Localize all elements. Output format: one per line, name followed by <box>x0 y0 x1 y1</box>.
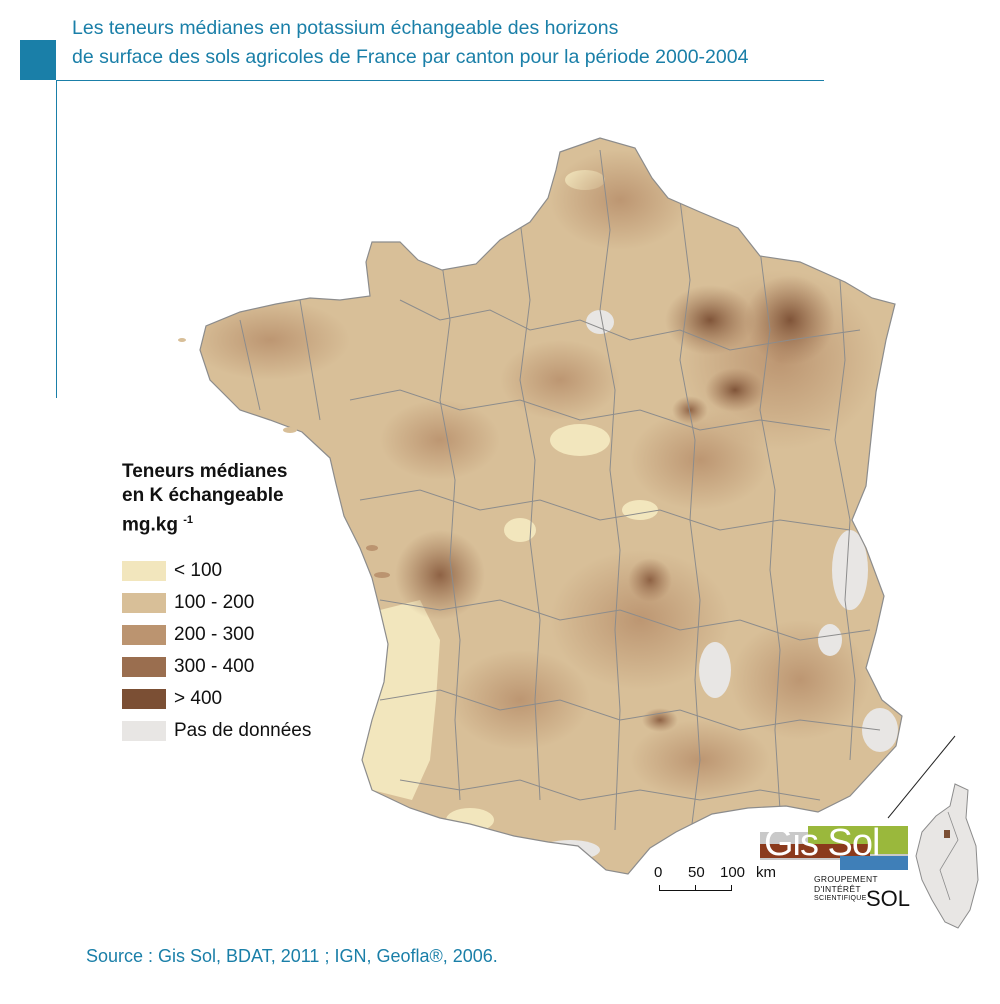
legend-item-100-200: 100 - 200 <box>122 587 311 619</box>
region-marne-high <box>705 368 765 412</box>
region-bourgogne-mid <box>630 410 770 510</box>
region-allier-high <box>628 558 672 602</box>
nodata-paris <box>586 310 614 334</box>
source-citation: Source : Gis Sol, BDAT, 2011 ; IGN, Geof… <box>86 946 498 966</box>
island-belle-ile <box>283 427 297 433</box>
title-line-2: de surface des sols agricoles de France … <box>72 46 749 68</box>
region-champagne-high <box>665 285 755 355</box>
scale-tick <box>695 885 696 891</box>
region-south-high <box>642 708 678 732</box>
side-rule <box>56 80 57 398</box>
legend-swatch <box>122 657 166 678</box>
legend-swatch <box>122 593 166 614</box>
scale-label-0: 0 <box>654 864 663 881</box>
legend-swatch <box>122 625 166 646</box>
nodata-cevennes <box>699 642 731 698</box>
corsica-boundary <box>939 811 959 901</box>
corsica-high-patch <box>944 830 950 838</box>
region-sw-mid <box>450 650 590 750</box>
region-landes-low <box>362 600 440 800</box>
region-poitou-high <box>395 530 485 620</box>
region-idf-mid <box>500 340 620 420</box>
gis-sol-logo: Gis Sol GROUPEMENT D'INTÉRÊT SCIENTIFIQU… <box>760 822 911 916</box>
island-ouessant <box>178 338 186 342</box>
island-re <box>374 572 390 578</box>
region-north-mid <box>550 150 690 250</box>
logo-brown-bar <box>760 844 870 858</box>
region-lorraine-high <box>745 275 835 365</box>
legend-label: > 400 <box>174 688 223 710</box>
region-massif-mid <box>550 550 730 690</box>
legend-items: < 100 100 - 200 200 - 300 300 - 400 > 40… <box>122 555 311 747</box>
scale-tick <box>659 885 660 891</box>
region-west-mid <box>380 400 500 480</box>
map-title: Les teneurs médianes en potassium échang… <box>72 14 748 72</box>
scale-tick <box>731 885 732 891</box>
logo-sol-small: SOL <box>866 886 911 911</box>
corsica-inset-line <box>887 735 956 819</box>
legend-item-lt100: < 100 <box>122 555 311 587</box>
region-alps-mid <box>730 620 870 740</box>
legend-swatch <box>122 689 166 710</box>
region-yonne-high <box>672 396 708 424</box>
region-bretagne-mid <box>200 300 350 380</box>
scale-label-100: 100 <box>720 864 746 881</box>
logo-sub-line-2: D'INTÉRÊT <box>814 884 861 894</box>
legend-label: < 100 <box>174 560 223 582</box>
legend-label: 100 - 200 <box>174 592 255 614</box>
legend-title: Teneurs médianes en K échangeable mg.kg … <box>122 460 311 537</box>
logo-sub-line-1: GROUPEMENT <box>814 874 878 884</box>
title-line-1: Les teneurs médianes en potassium échang… <box>72 17 619 39</box>
corsica-inset <box>915 783 979 929</box>
legend-label: Pas de données <box>174 720 312 742</box>
legend-item-200-300: 200 - 300 <box>122 619 311 651</box>
title-accent-block <box>20 40 56 80</box>
map-classes <box>200 150 898 860</box>
legend-label: 200 - 300 <box>174 624 255 646</box>
legend-title-line-1: Teneurs médianes <box>122 461 288 482</box>
nodata-alps-mid <box>818 624 842 656</box>
logo-sub-line-3: SCIENTIFIQUE <box>814 895 867 902</box>
legend-title-line-3: mg.kg -1 <box>122 508 311 537</box>
island-yeu <box>366 545 378 551</box>
legend: Teneurs médianes en K échangeable mg.kg … <box>122 460 311 747</box>
legend-item-gt400: > 400 <box>122 683 311 715</box>
logo-blue-bar <box>840 856 908 870</box>
legend-title-line-2: en K échangeable <box>122 485 284 506</box>
scale-unit: km <box>756 864 776 881</box>
legend-label: 300 - 400 <box>174 656 255 678</box>
legend-unit: mg.kg <box>122 514 178 536</box>
logo-wordmark: Gis Sol <box>764 822 880 864</box>
department-boundaries <box>239 149 881 841</box>
title-underline <box>56 80 824 81</box>
legend-swatch <box>122 561 166 582</box>
legend-item-no-data: Pas de données <box>122 715 311 747</box>
region-centre-low <box>550 424 610 456</box>
nodata-alps-north <box>832 530 868 610</box>
legend-item-300-400: 300 - 400 <box>122 651 311 683</box>
scale-label-50: 50 <box>688 864 705 881</box>
region-low-3 <box>622 500 658 520</box>
legend-swatch <box>122 721 166 742</box>
legend-unit-exponent: -1 <box>183 514 194 526</box>
scale-bar: 0 50 100 km <box>650 864 790 904</box>
region-low-4 <box>504 518 536 542</box>
